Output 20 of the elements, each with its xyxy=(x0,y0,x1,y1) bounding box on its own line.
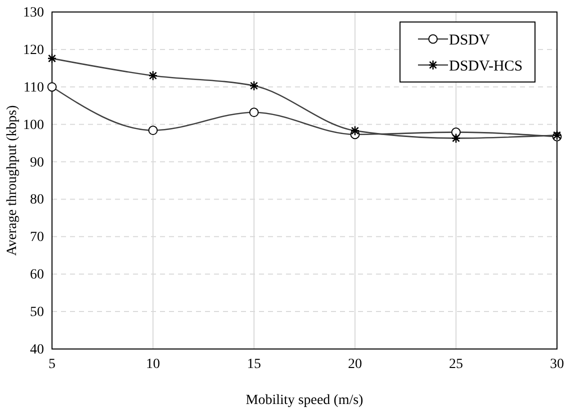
x-tick-label: 30 xyxy=(550,356,564,372)
y-tick-label: 40 xyxy=(30,342,44,358)
y-axis-title: Average throughput (kbps) xyxy=(5,104,20,256)
y-tick-label: 120 xyxy=(23,42,44,58)
y-tick-label: 60 xyxy=(30,268,44,283)
y-tick-label: 130 xyxy=(23,5,44,20)
legend-label: DSDV-HCS xyxy=(449,58,523,74)
x-tick-label: 20 xyxy=(348,356,362,372)
x-axis-title: Mobility speed (m/s) xyxy=(246,393,364,408)
y-tick-label: 110 xyxy=(24,80,44,96)
x-tick-label: 15 xyxy=(247,356,261,372)
x-tick-label: 10 xyxy=(146,356,160,372)
y-tick-label: 100 xyxy=(23,118,44,133)
x-tick-label: 5 xyxy=(48,356,56,372)
y-tick-label: 80 xyxy=(30,192,44,208)
y-tick-label: 50 xyxy=(30,305,44,320)
y-tick-label: 70 xyxy=(30,230,44,246)
x-tick-label: 25 xyxy=(449,356,463,372)
y-tick-label: 90 xyxy=(30,155,44,170)
legend-label: DSDV xyxy=(449,32,490,48)
